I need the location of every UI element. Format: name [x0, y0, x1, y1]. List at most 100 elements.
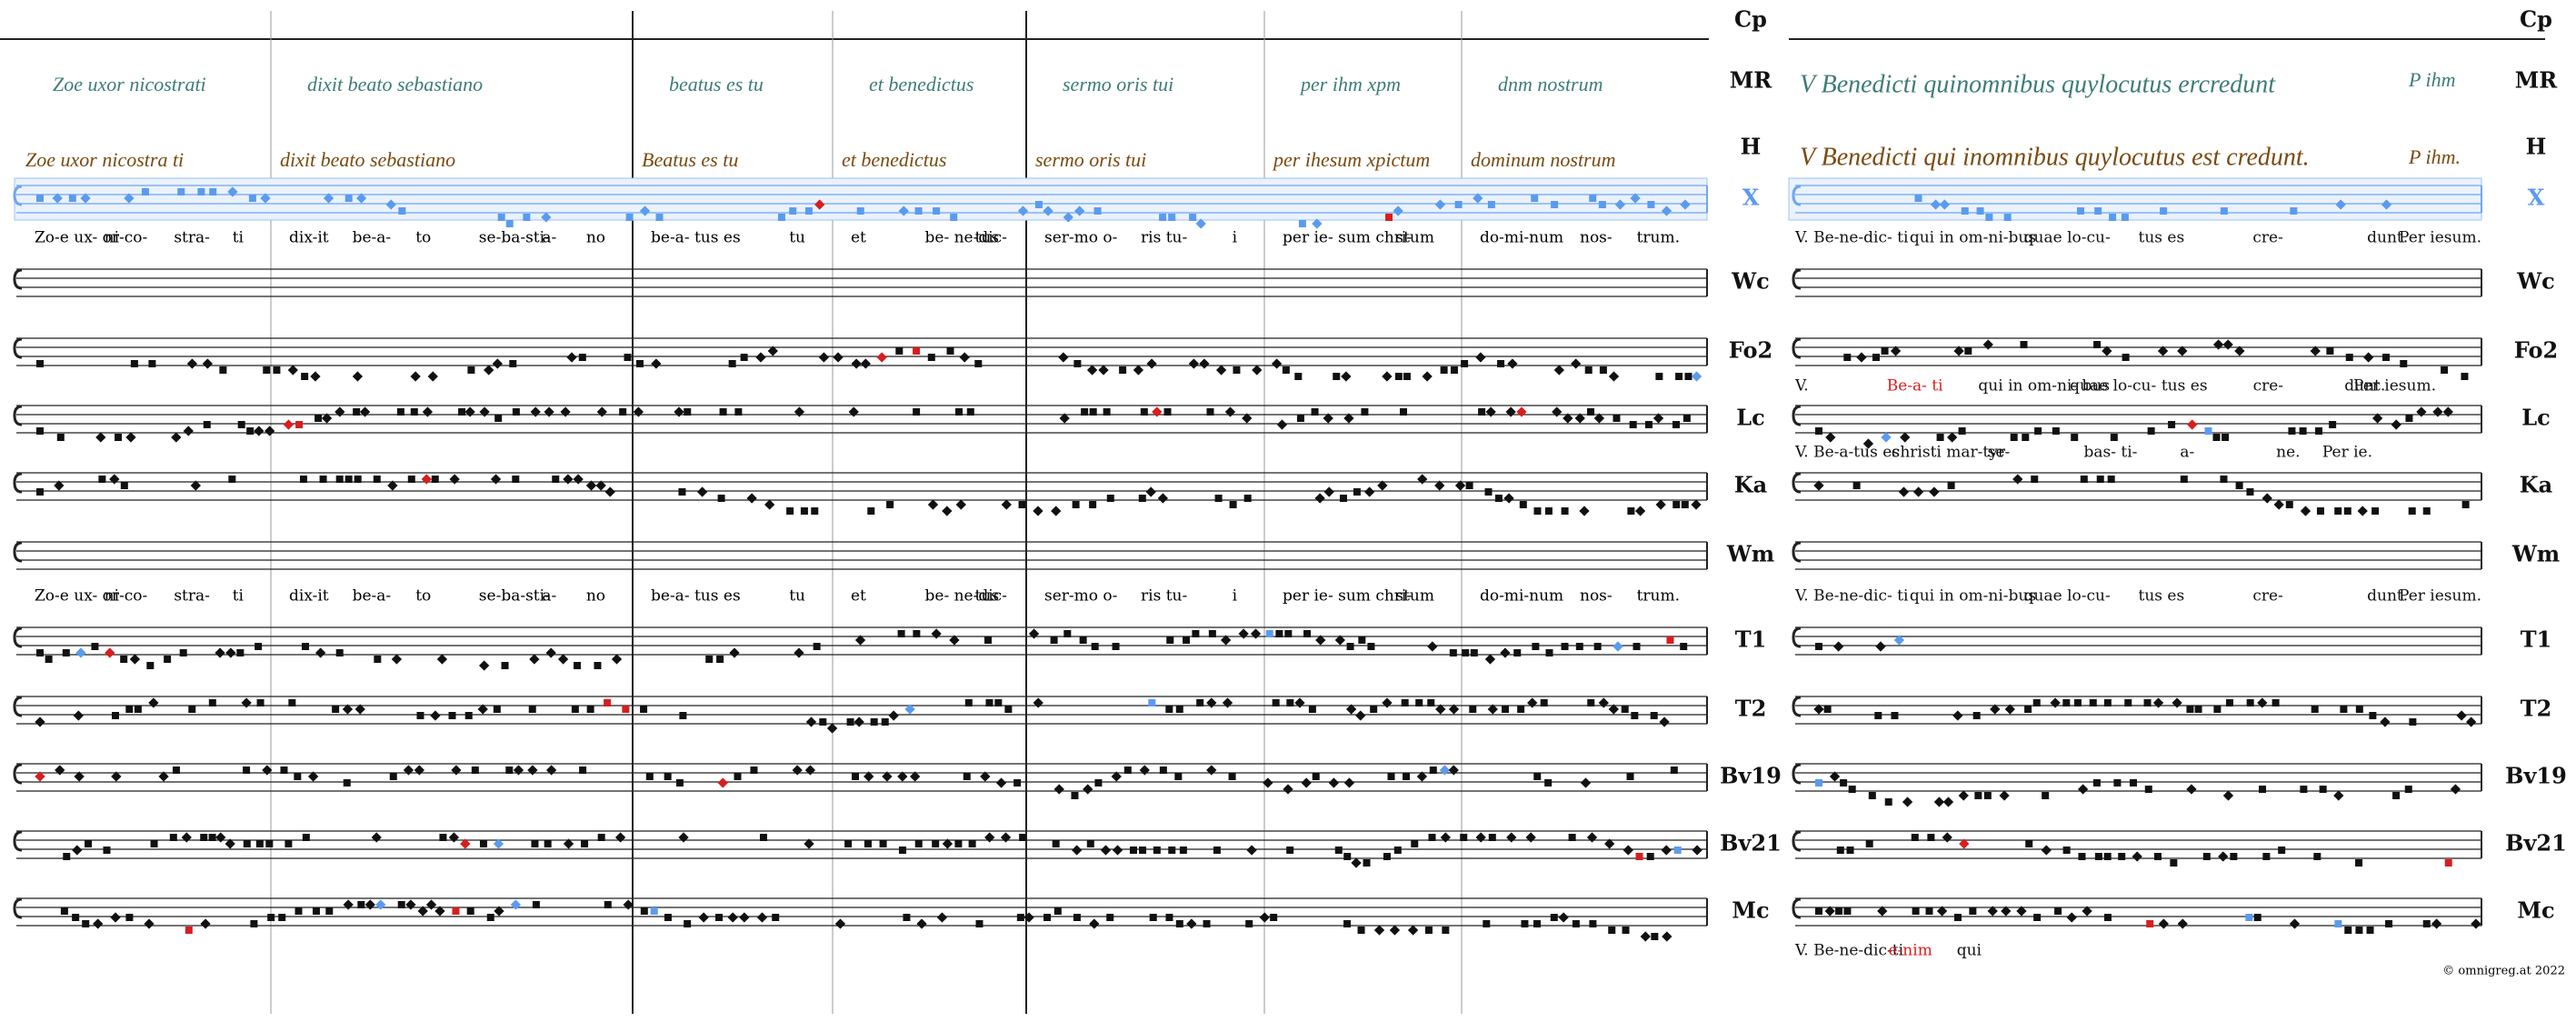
neume — [1929, 486, 1940, 497]
neume — [898, 205, 909, 216]
neume — [1303, 630, 1312, 637]
neume — [2340, 706, 2348, 713]
neume — [1558, 912, 1569, 923]
neume — [1872, 354, 1880, 361]
neume — [811, 507, 819, 515]
neume — [1969, 907, 1977, 915]
neume — [1983, 792, 1992, 799]
neume — [1552, 406, 1563, 417]
neume — [1516, 406, 1527, 417]
neume — [2471, 918, 2481, 929]
siglum: Bv19 — [2505, 763, 2567, 789]
neume — [844, 840, 853, 847]
neume — [283, 419, 295, 430]
neume — [2071, 434, 2079, 441]
neume — [1411, 840, 1419, 847]
neume — [1089, 918, 1100, 929]
neume — [451, 765, 462, 776]
neume — [1017, 205, 1029, 216]
neume — [545, 765, 557, 776]
neume — [1958, 427, 1966, 435]
neume — [1246, 845, 1257, 856]
neume — [597, 834, 605, 841]
neume — [1440, 366, 1448, 374]
neume — [1947, 432, 1958, 443]
neume — [422, 406, 434, 417]
neume — [1159, 766, 1167, 774]
neume — [954, 408, 963, 416]
neume — [2157, 346, 2169, 356]
neume — [1206, 408, 1214, 416]
neume — [2456, 710, 2467, 721]
neume — [1424, 927, 1433, 934]
neume — [2257, 697, 2268, 708]
neume — [814, 199, 825, 210]
neume — [2152, 697, 2164, 708]
lyric: tu — [789, 587, 805, 606]
neume — [1033, 697, 1043, 708]
neume — [1632, 643, 1641, 650]
neume — [1182, 636, 1190, 644]
neume — [512, 408, 520, 416]
neume — [1533, 507, 1542, 515]
neume — [2077, 784, 2089, 795]
neume — [1650, 712, 1658, 719]
neume — [1312, 218, 1323, 229]
neume — [342, 704, 354, 715]
neume — [870, 718, 878, 726]
neume — [1242, 413, 1253, 424]
lyric: se-ba-sti- — [479, 587, 550, 606]
neume — [2371, 507, 2380, 515]
neume — [2329, 421, 2337, 428]
neume — [497, 214, 505, 221]
neume — [1074, 205, 1085, 216]
neume — [1586, 832, 1598, 843]
neume — [1206, 765, 1217, 776]
neume — [294, 773, 302, 780]
neume — [1233, 366, 1241, 374]
neume — [1165, 706, 1173, 713]
neume — [1138, 495, 1146, 502]
neume — [881, 718, 889, 726]
neume — [387, 480, 398, 491]
neume — [1852, 482, 1861, 489]
neume — [640, 706, 648, 713]
neume — [1434, 480, 1445, 491]
siglum: MR — [1730, 67, 1773, 94]
neume — [1985, 214, 1993, 221]
neume — [1614, 199, 1626, 210]
neume — [2326, 347, 2334, 355]
neume — [2103, 853, 2112, 860]
neume — [2262, 853, 2271, 860]
neume — [513, 765, 524, 776]
neume — [531, 840, 539, 847]
neume — [1661, 205, 1672, 216]
neume — [964, 699, 973, 706]
neume — [2062, 699, 2071, 706]
neume — [1835, 907, 1843, 915]
neume — [1377, 480, 1388, 491]
neume — [202, 358, 214, 369]
lyric: dunt. — [2344, 377, 2385, 396]
neume — [2109, 214, 2117, 221]
neume — [2003, 214, 2012, 221]
lyric: se- — [1988, 444, 2011, 462]
neume — [1252, 365, 1263, 376]
neume — [1449, 649, 1457, 656]
lyric: V. Be-ne-dic- ti — [1794, 587, 1909, 606]
neume — [645, 773, 654, 780]
neume — [1460, 834, 1468, 841]
neume — [1890, 346, 1902, 356]
neume — [980, 771, 991, 782]
neume — [1345, 704, 1357, 715]
neume — [448, 712, 456, 719]
neume — [355, 193, 367, 204]
lyric: quae lo-cu- — [2024, 587, 2111, 606]
neume — [904, 704, 915, 715]
neume — [846, 718, 854, 726]
lyric: trum. — [1637, 587, 1680, 606]
neume — [2122, 354, 2130, 361]
neume — [2431, 918, 2442, 929]
neume — [248, 195, 256, 202]
neume — [1284, 630, 1293, 637]
